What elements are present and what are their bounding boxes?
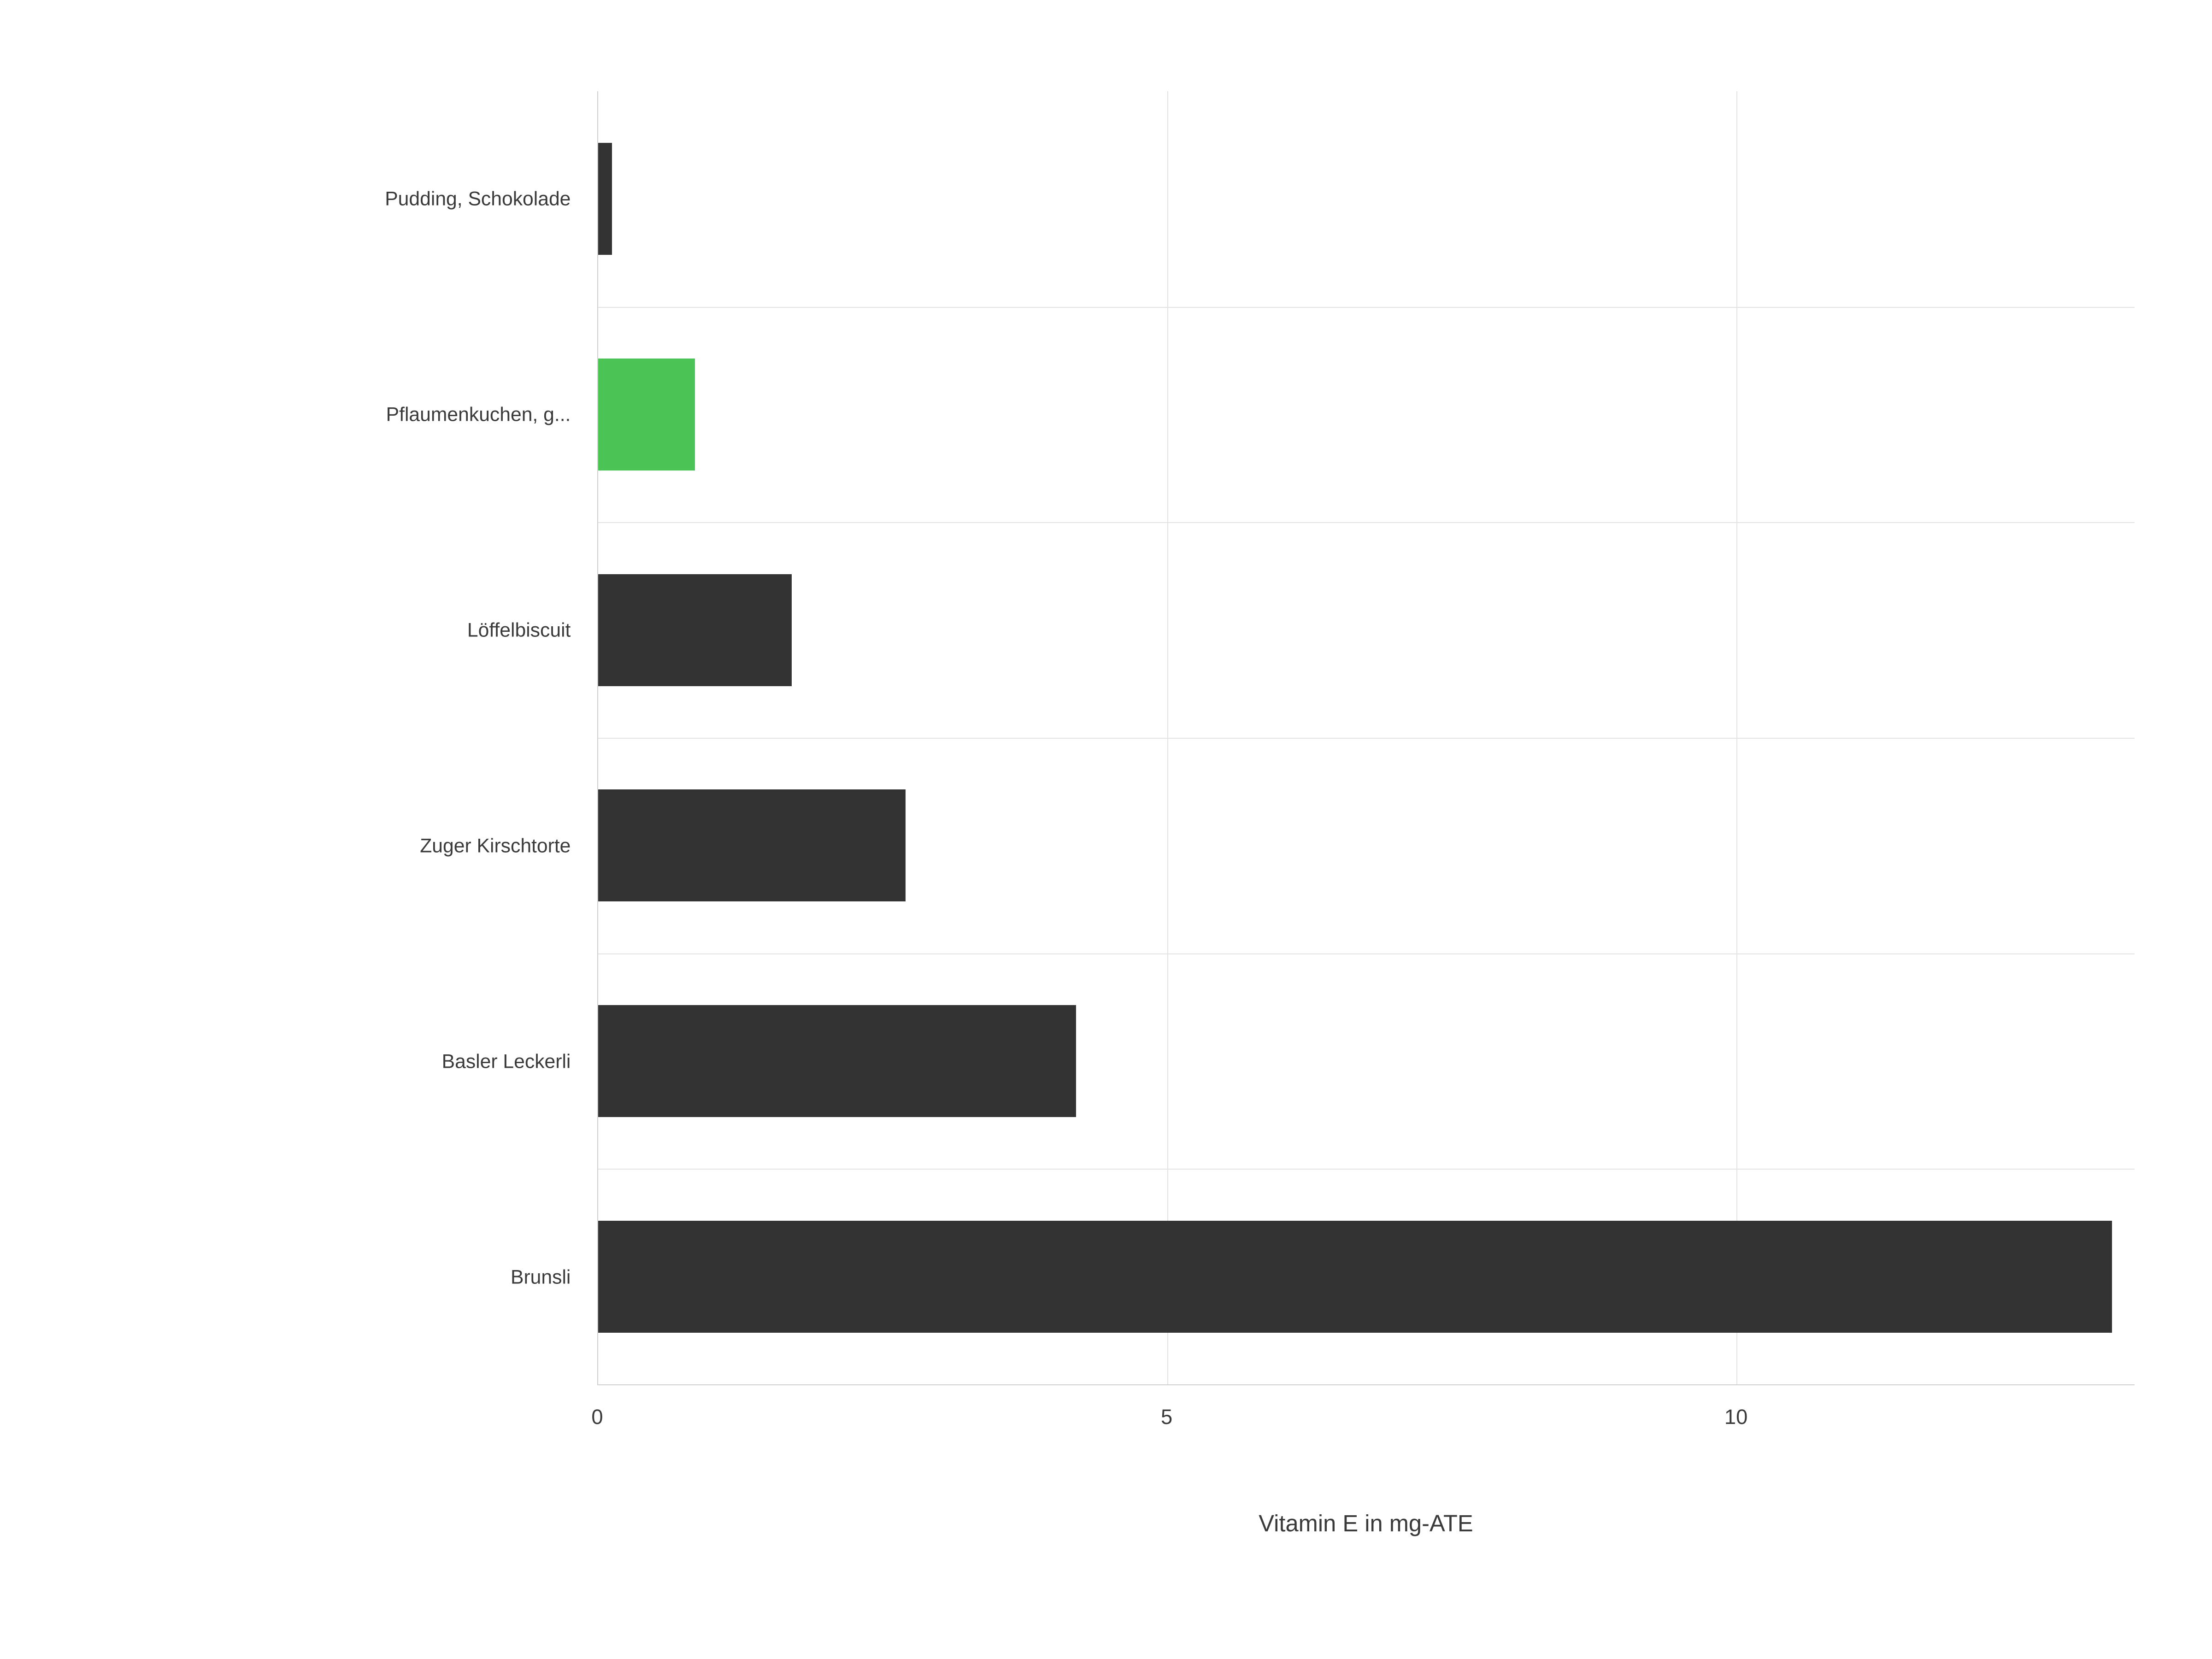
bar [598,143,612,255]
gridline-horizontal [598,307,2135,308]
y-axis-category-label: Löffelbiscuit [467,619,571,642]
bar [598,1221,2112,1333]
gridline-horizontal [598,522,2135,523]
bar [598,789,906,901]
gridline-horizontal [598,953,2135,954]
y-axis-category-label: Pflaumenkuchen, g... [386,404,571,426]
y-axis-category-label: Pudding, Schokolade [385,188,571,211]
gridline-horizontal [598,738,2135,739]
x-axis-tick-label: 5 [1161,1405,1172,1429]
y-axis-category-label: Zuger Kirschtorte [420,835,571,858]
x-axis-tick-label: 10 [1724,1405,1747,1429]
plot-area [597,91,2135,1385]
y-axis-category-label: Basler Leckerli [442,1051,571,1073]
x-axis-tick-label: 0 [591,1405,603,1429]
bar [598,1005,1076,1117]
bar [598,359,695,471]
y-axis-category-label: Brunsli [511,1266,571,1289]
vitamin-e-bar-chart: Vitamin E in mg-ATE Pudding, Schokolade P… [0,0,2212,1659]
gridline-horizontal [598,1169,2135,1170]
bar [598,574,792,686]
x-axis-title: Vitamin E in mg-ATE [1259,1510,1473,1537]
